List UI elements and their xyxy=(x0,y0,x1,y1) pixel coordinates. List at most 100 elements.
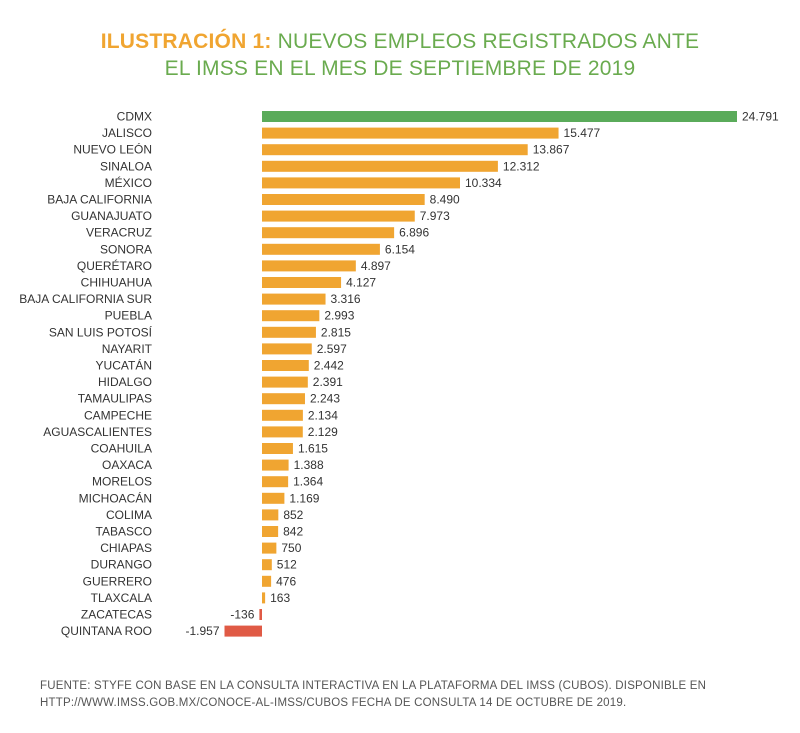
category-label: VERACRUZ xyxy=(86,226,152,240)
bar xyxy=(262,526,279,537)
category-label: PUEBLA xyxy=(105,309,152,323)
category-label: HIDALGO xyxy=(98,375,152,389)
bar xyxy=(262,360,309,371)
bar xyxy=(262,393,305,405)
category-label: NUEVO LEÓN xyxy=(73,142,152,157)
value-label: 1.615 xyxy=(298,442,328,456)
bar xyxy=(262,459,289,471)
value-label: 852 xyxy=(283,508,303,522)
category-label: ZACATECAS xyxy=(81,608,152,622)
category-label: SAN LUIS POTOSÍ xyxy=(49,324,153,339)
bar xyxy=(262,509,279,521)
bar xyxy=(262,542,277,554)
source-line-1: FUENTE: STYFE CON BASE EN LA CONSULTA IN… xyxy=(40,680,707,692)
value-label: 6.896 xyxy=(399,226,429,240)
category-label: COLIMA xyxy=(106,508,152,522)
category-label: CAMPECHE xyxy=(84,408,152,422)
value-label: 163 xyxy=(270,591,290,605)
category-label: OAXACA xyxy=(102,458,152,472)
value-label: 3.316 xyxy=(331,292,361,306)
category-label: SONORA xyxy=(100,242,152,256)
bar xyxy=(262,144,528,156)
value-label: 8.490 xyxy=(430,193,460,207)
title-lead: ILUSTRACIÓN 1: xyxy=(100,30,272,53)
value-label: 1.169 xyxy=(289,491,319,505)
category-label: MORELOS xyxy=(92,475,152,489)
category-label: QUINTANA ROO xyxy=(61,624,152,638)
category-label: SINALOA xyxy=(100,159,152,173)
value-label: 2.129 xyxy=(308,425,338,439)
category-label: CHIHUAHUA xyxy=(81,276,152,290)
bar xyxy=(262,277,342,288)
bar xyxy=(262,592,266,604)
value-label: 476 xyxy=(276,574,296,588)
bar xyxy=(262,160,498,172)
value-label: 512 xyxy=(277,558,297,572)
category-label: TABASCO xyxy=(96,525,152,539)
title-line-1: ILUSTRACIÓN 1: NUEVOS EMPLEOS REGISTRADO… xyxy=(0,28,800,55)
bar xyxy=(262,111,737,122)
value-label: -1.957 xyxy=(185,624,219,638)
value-label: 13.867 xyxy=(533,143,570,157)
bar xyxy=(262,443,293,454)
value-label: -136 xyxy=(230,608,254,622)
category-label: GUANAJUATO xyxy=(71,209,152,223)
category-label: TAMAULIPAS xyxy=(78,392,152,406)
value-label: 2.243 xyxy=(310,392,340,406)
value-label: 15.477 xyxy=(564,126,601,140)
bar xyxy=(262,409,303,421)
bar xyxy=(224,625,262,637)
category-label: NAYARIT xyxy=(102,342,153,356)
category-label: BAJA CALIFORNIA SUR xyxy=(19,292,152,306)
bar xyxy=(262,326,316,338)
category-label: CHIAPAS xyxy=(100,541,152,555)
bar xyxy=(262,210,415,222)
value-label: 2.134 xyxy=(308,408,338,422)
category-label: COAHUILA xyxy=(91,442,152,456)
bar xyxy=(262,260,356,272)
category-label: BAJA CALIFORNIA xyxy=(47,193,152,207)
value-label: 1.388 xyxy=(294,458,324,472)
category-label: YUCATÁN xyxy=(96,358,152,373)
bar xyxy=(262,177,461,189)
value-label: 2.993 xyxy=(324,309,354,323)
bar xyxy=(262,310,320,322)
category-label: CDMX xyxy=(117,110,152,124)
bar xyxy=(262,426,303,438)
bar xyxy=(262,194,425,205)
value-label: 4.897 xyxy=(361,259,391,273)
category-label: JALISCO xyxy=(102,126,152,140)
source-note: FUENTE: STYFE CON BASE EN LA CONSULTA IN… xyxy=(40,678,770,712)
category-label: GUERRERO xyxy=(83,574,152,588)
category-label: QUERÉTARO xyxy=(77,258,152,273)
bar xyxy=(262,559,272,571)
value-label: 842 xyxy=(283,525,303,539)
value-label: 4.127 xyxy=(346,276,376,290)
category-label: AGUASCALIENTES xyxy=(43,425,152,439)
value-label: 2.815 xyxy=(321,325,351,339)
bar xyxy=(259,609,262,620)
title-line-2: EL IMSS EN EL MES DE SEPTIEMBRE DE 2019 xyxy=(164,57,636,80)
bar xyxy=(262,492,285,504)
value-label: 750 xyxy=(281,541,301,555)
value-label: 6.154 xyxy=(385,242,415,256)
bar xyxy=(262,127,559,139)
source-line-2: HTTP://WWW.IMSS.GOB.MX/CONOCE-AL-IMSS/CU… xyxy=(40,697,627,709)
category-label: MICHOACÁN xyxy=(79,490,152,505)
value-label: 7.973 xyxy=(420,209,450,223)
value-label: 1.364 xyxy=(293,475,323,489)
category-label: MÉXICO xyxy=(105,175,152,190)
value-label: 2.597 xyxy=(317,342,347,356)
bar xyxy=(262,575,272,587)
chart-title: ILUSTRACIÓN 1: NUEVOS EMPLEOS REGISTRADO… xyxy=(0,28,800,82)
bar xyxy=(262,376,308,388)
bar xyxy=(262,293,326,305)
bar xyxy=(262,343,312,355)
title-line-1-text: NUEVOS EMPLEOS REGISTRADOS ANTE xyxy=(277,30,700,53)
bar xyxy=(262,476,289,488)
category-label: DURANGO xyxy=(91,558,152,572)
value-label: 12.312 xyxy=(503,159,540,173)
value-label: 10.334 xyxy=(465,176,502,190)
bar xyxy=(262,227,395,239)
